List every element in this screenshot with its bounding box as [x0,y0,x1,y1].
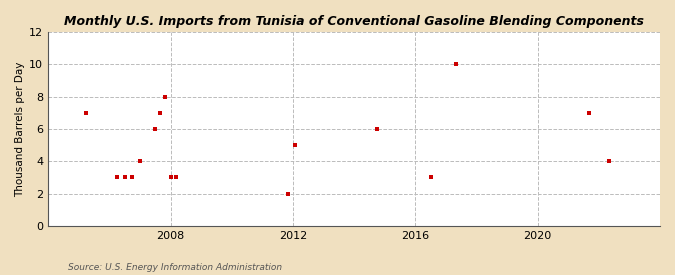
Point [119,175,130,180]
Point [290,143,301,147]
Y-axis label: Thousand Barrels per Day: Thousand Barrels per Day [15,61,25,197]
Point [81,111,92,115]
Point [282,191,293,196]
Point [450,62,461,67]
Point [583,111,594,115]
Point [160,94,171,99]
Point [372,127,383,131]
Point [127,175,138,180]
Point [111,175,122,180]
Point [425,175,436,180]
Point [155,111,166,115]
Point [150,127,161,131]
Point [170,175,181,180]
Point [603,159,614,163]
Text: Source: U.S. Energy Information Administration: Source: U.S. Energy Information Administ… [68,263,281,272]
Title: Monthly U.S. Imports from Tunisia of Conventional Gasoline Blending Components: Monthly U.S. Imports from Tunisia of Con… [64,15,644,28]
Point [134,159,145,163]
Point [165,175,176,180]
